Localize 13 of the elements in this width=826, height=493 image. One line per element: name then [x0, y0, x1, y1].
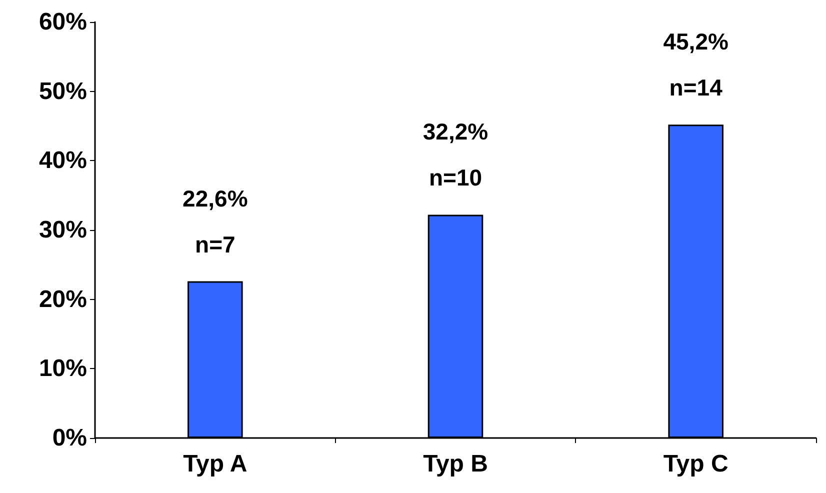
data-label: 32,2% n=10 — [422, 118, 488, 191]
y-tick-label: 0% — [52, 424, 87, 452]
x-tick-label: Typ A — [183, 450, 248, 478]
data-label: 45,2% n=14 — [663, 28, 728, 101]
y-tick-label: 20% — [38, 286, 87, 313]
x-tick-label: Typ B — [423, 450, 488, 478]
data-label: 22,6% n=7 — [182, 185, 248, 258]
y-tick-label: 30% — [38, 216, 87, 244]
y-tick-label: 40% — [38, 147, 87, 174]
y-tick-label: 60% — [38, 8, 87, 36]
y-tick-label: 10% — [38, 355, 87, 382]
x-tick-label: Typ C — [663, 450, 728, 478]
y-tick-label: 50% — [38, 78, 87, 105]
